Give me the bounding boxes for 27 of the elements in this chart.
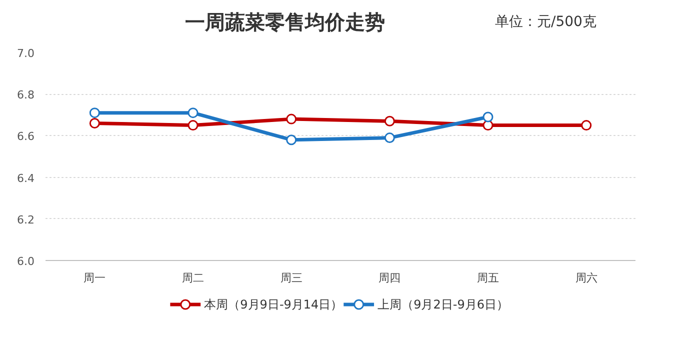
point — [581, 120, 592, 131]
point — [482, 120, 494, 131]
point — [188, 120, 198, 131]
y-tick-label: 7.0 — [17, 47, 35, 60]
point — [482, 112, 494, 122]
y-tick-label: 6.4 — [17, 172, 35, 185]
y-tick-label: 6.6 — [17, 130, 35, 144]
point — [286, 134, 297, 146]
chart-title: 一周蔬菜零售均价走势 — [185, 9, 385, 36]
point — [384, 116, 395, 126]
legend-label: 本周（9月9日-9月14日） — [204, 298, 343, 312]
point — [286, 114, 297, 124]
y-tick-label: 6.0 — [17, 255, 35, 268]
x-tick-label: 周一 — [84, 272, 106, 284]
x-tick-label: 周二 — [182, 272, 204, 284]
point — [384, 132, 395, 144]
x-tick-label: 周六 — [575, 272, 598, 284]
x-tick-label: 周三 — [280, 272, 302, 284]
y-tick-label: 6.2 — [17, 213, 35, 226]
point — [188, 108, 198, 118]
x-tick-label: 周五 — [477, 272, 499, 284]
y-tick-label: 6.8 — [17, 88, 35, 102]
legend-label: 上周（9月2日-9月6日） — [378, 298, 508, 312]
point — [89, 118, 100, 128]
x-tick-label: 周四 — [378, 272, 401, 284]
point — [89, 108, 100, 118]
chart-subtitle: 单位：元/500克 — [495, 13, 596, 32]
